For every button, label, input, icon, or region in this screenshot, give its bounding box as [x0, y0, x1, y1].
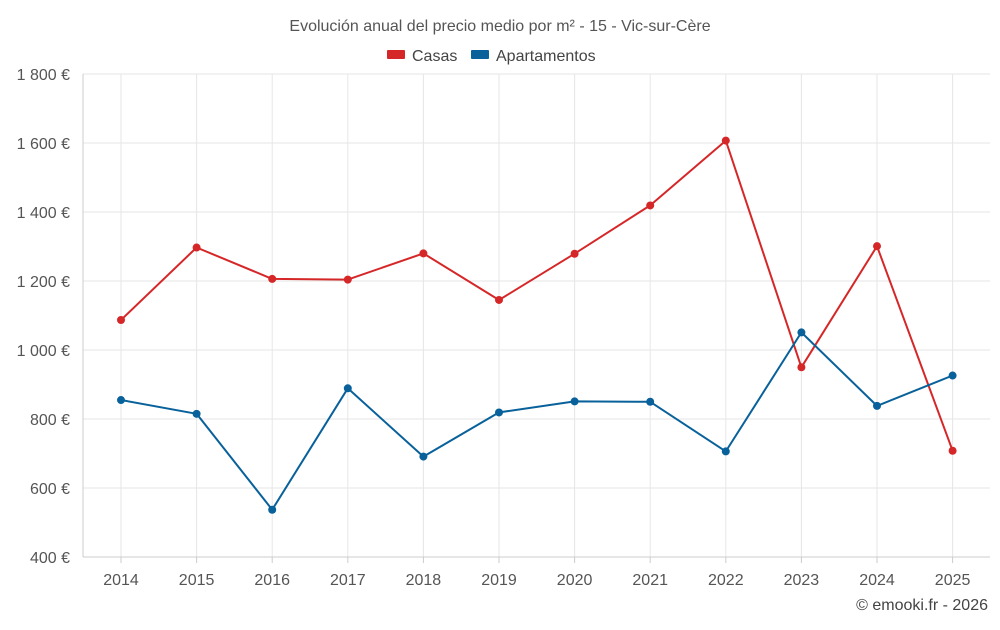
y-tick-label: 400 €: [30, 550, 70, 567]
x-tick-label: 2023: [784, 572, 820, 589]
y-tick-label: 1 200 €: [17, 274, 70, 291]
data-point-casas-2021[interactable]: [646, 201, 655, 210]
x-tick-label: 2022: [708, 572, 744, 589]
data-point-casas-2018[interactable]: [419, 249, 428, 258]
x-tick-label: 2018: [406, 572, 442, 589]
x-tick-label: 2015: [179, 572, 215, 589]
x-tick-label: 2017: [330, 572, 366, 589]
x-axis-ticks: 2014 2015 2016 2017 2018 2019 2020 2021 2022 2023…: [103, 557, 970, 589]
series-line-casas: [120, 139, 954, 452]
legend-label-apartamentos: Apartamentos: [496, 48, 596, 65]
data-point-apartamentos-2022[interactable]: [721, 447, 730, 456]
data-point-casas-2015[interactable]: [192, 243, 201, 252]
legend: Casas Apartamentos: [387, 48, 596, 65]
legend-label-casas: Casas: [412, 48, 457, 65]
legend-swatch-casas: [387, 50, 405, 59]
data-point-apartamentos-2023[interactable]: [797, 328, 806, 337]
credit-text: © emooki.fr - 2026: [856, 597, 988, 614]
data-point-apartamentos-2024[interactable]: [873, 401, 881, 410]
data-point-apartamentos-2014[interactable]: [117, 396, 125, 405]
chart-title: Evolución anual del precio medio por m² …: [289, 18, 710, 35]
data-point-casas-2014[interactable]: [117, 315, 125, 324]
data-point-casas-2024[interactable]: [873, 242, 881, 251]
y-tick-label: 1 800 €: [17, 67, 70, 84]
data-point-apartamentos-2016[interactable]: [268, 505, 277, 514]
x-tick-label: 2020: [557, 572, 593, 589]
data-point-casas-2017[interactable]: [343, 275, 352, 284]
x-tick-label: 2025: [935, 572, 971, 589]
data-point-apartamentos-2021[interactable]: [646, 397, 655, 406]
x-tick-label: 2016: [254, 572, 290, 589]
data-point-apartamentos-2017[interactable]: [343, 384, 352, 393]
data-point-casas-2016[interactable]: [268, 274, 277, 283]
x-tick-label: 2019: [481, 572, 517, 589]
legend-swatch-apartamentos: [471, 50, 489, 59]
x-tick-label: 2021: [632, 572, 668, 589]
y-tick-label: 800 €: [30, 412, 70, 429]
y-tick-label: 600 €: [30, 481, 70, 498]
x-tick-label: 2014: [103, 572, 139, 589]
data-point-apartamentos-2018[interactable]: [419, 452, 428, 461]
series-layer: [117, 136, 957, 514]
y-axis-ticks: 400 € 600 € 800 € 1 000 € 1 200 € 1 400 € 1 60…: [17, 67, 70, 567]
data-point-apartamentos-2025[interactable]: [948, 371, 957, 380]
data-point-casas-2020[interactable]: [570, 249, 579, 258]
x-tick-label: 2024: [859, 572, 895, 589]
data-point-casas-2023[interactable]: [797, 363, 806, 372]
data-point-casas-2019[interactable]: [495, 295, 503, 304]
data-point-casas-2025[interactable]: [948, 446, 957, 455]
data-point-apartamentos-2020[interactable]: [570, 397, 579, 406]
y-tick-label: 1 600 €: [17, 136, 70, 153]
grid: [82, 73, 990, 558]
data-point-apartamentos-2015[interactable]: [192, 409, 201, 418]
series-line-apartamentos: [120, 331, 953, 511]
y-tick-label: 1 000 €: [17, 343, 70, 360]
y-tick-label: 1 400 €: [17, 205, 70, 222]
data-point-apartamentos-2019[interactable]: [495, 408, 503, 417]
data-point-casas-2022[interactable]: [721, 136, 730, 145]
